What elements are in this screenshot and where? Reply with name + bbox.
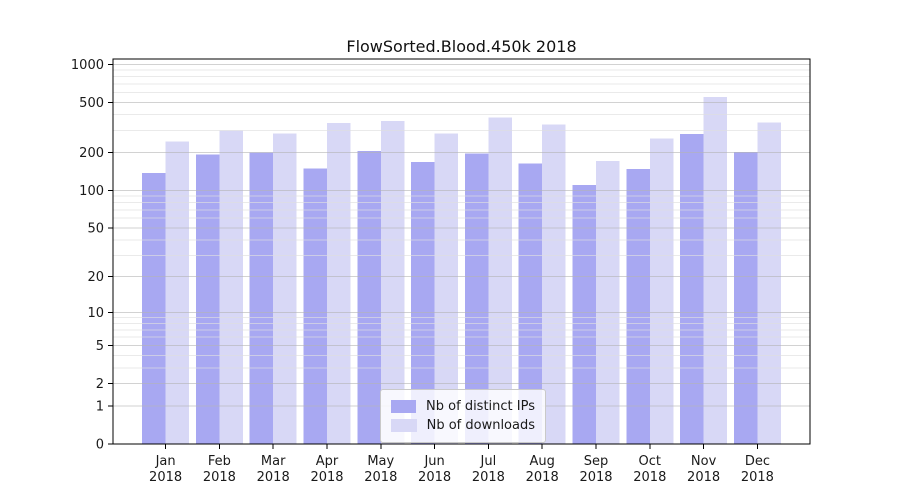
bar-downloads-jan [165, 141, 190, 445]
x-tick-label-month-feb: Feb [208, 454, 231, 469]
x-tick-label-year-oct: 2018 [633, 470, 666, 485]
legend-item-downloads: Nb of downloads [391, 416, 535, 434]
bar-downloads-jun [434, 133, 459, 444]
bar-distinct-ips-jul [464, 153, 489, 444]
bar-downloads-mar [273, 133, 297, 444]
bar-distinct-ips-dec [733, 151, 758, 445]
y-tick-label-0: 0 [96, 438, 104, 453]
x-tick-label-month-jun: Jun [423, 454, 444, 469]
bar-distinct-ips-oct [626, 169, 650, 444]
bar-downloads-nov [703, 97, 728, 444]
bar-downloads-aug [542, 124, 566, 445]
x-tick-label-month-nov: Nov [691, 454, 717, 469]
x-tick-label-month-dec: Dec [745, 454, 770, 469]
x-tick-label-year-may: 2018 [364, 470, 397, 485]
legend-label-downloads: Nb of downloads [426, 417, 535, 433]
legend-swatch-downloads [391, 418, 417, 432]
legend: Nb of distinct IPs Nb of downloads [380, 389, 546, 443]
y-tick-label-50: 50 [87, 222, 104, 237]
y-tick-label-5: 5 [96, 339, 104, 354]
x-tick-label-month-mar: Mar [261, 454, 286, 469]
bar-distinct-ips-feb [195, 154, 220, 444]
y-axis: 0 1 2 5 10 20 50 100 200 500 1000 [71, 58, 113, 453]
x-tick-label-year-sep: 2018 [579, 470, 612, 485]
bar-distinct-ips-aug [518, 163, 543, 444]
x-tick-label-year-apr: 2018 [310, 470, 343, 485]
y-tick-label-500: 500 [79, 96, 104, 111]
bar-distinct-ips-mar [249, 152, 274, 444]
bar-distinct-ips-may [357, 151, 381, 444]
x-tick-label-month-oct: Oct [639, 454, 661, 469]
x-tick-label-year-dec: 2018 [741, 470, 774, 485]
bar-downloads-feb [219, 130, 243, 445]
legend-label-distinct-ips: Nb of distinct IPs [426, 398, 535, 414]
bar-distinct-ips-apr [303, 168, 327, 444]
legend-swatch-distinct-ips [391, 399, 417, 413]
x-tick-label-month-may: May [367, 454, 394, 469]
bar-downloads-apr [327, 123, 351, 444]
x-tick-label-year-mar: 2018 [257, 470, 290, 485]
x-tick-label-month-jul: Jul [480, 454, 497, 469]
bar-downloads-may [380, 120, 405, 445]
bar-downloads-oct [649, 138, 674, 444]
legend-item-distinct-ips: Nb of distinct IPs [391, 397, 535, 415]
bar-downloads-dec [757, 122, 781, 445]
x-tick-label-year-aug: 2018 [526, 470, 559, 485]
chart-title: FlowSorted.Blood.450k 2018 [346, 37, 577, 56]
x-tick-label-year-nov: 2018 [687, 470, 720, 485]
bar-distinct-ips-nov [680, 134, 704, 444]
x-tick-label-month-apr: Apr [316, 454, 339, 469]
y-tick-label-100: 100 [79, 184, 104, 199]
y-tick-label-2: 2 [96, 377, 104, 392]
bar-distinct-ips-sep [572, 184, 596, 445]
x-tick-label-year-jul: 2018 [472, 470, 505, 485]
x-tick-label-month-aug: Aug [530, 454, 555, 469]
x-tick-label-month-sep: Sep [584, 454, 609, 469]
y-tick-label-200: 200 [79, 146, 104, 161]
x-axis: Jan2018Feb2018Mar2018Apr2018May2018Jun20… [149, 444, 774, 485]
bar-downloads-sep [596, 161, 620, 444]
y-tick-label-10: 10 [87, 306, 104, 321]
x-tick-label-year-jan: 2018 [149, 470, 182, 485]
x-tick-label-year-feb: 2018 [203, 470, 236, 485]
x-tick-label-year-jun: 2018 [418, 470, 451, 485]
x-tick-label-month-jan: Jan [155, 454, 176, 469]
y-tick-label-1: 1 [96, 399, 104, 414]
bar-distinct-ips-jan [142, 172, 166, 444]
bar-distinct-ips-jun [411, 161, 435, 445]
bar-downloads-jul [488, 117, 512, 445]
y-tick-label-20: 20 [87, 270, 104, 285]
y-tick-label-1000: 1000 [71, 58, 104, 73]
plot-frame [112, 58, 811, 445]
bars-group [142, 97, 781, 445]
